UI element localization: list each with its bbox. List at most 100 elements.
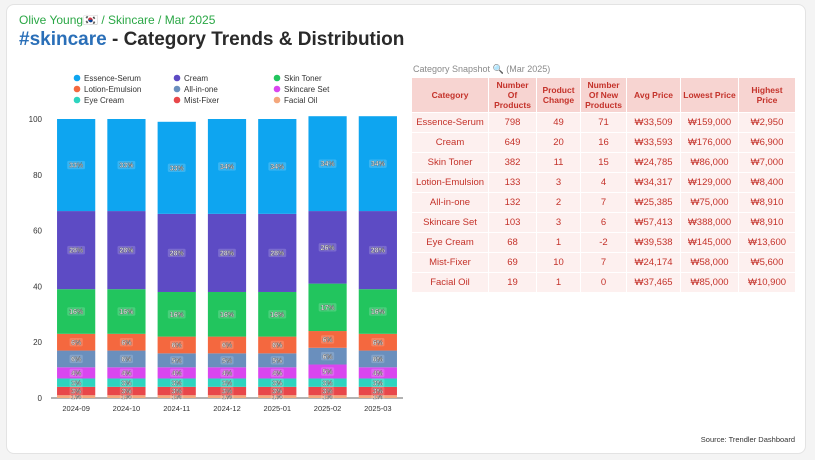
table-cell: 11 bbox=[537, 152, 581, 172]
data-label: 33% bbox=[170, 165, 185, 172]
column-header[interactable]: Product Change bbox=[537, 78, 581, 112]
data-label-bg bbox=[320, 335, 335, 344]
page-title: #skincare - Category Trends & Distributi… bbox=[19, 29, 404, 51]
table-row[interactable]: Mist-Fixer 69 10 7 ₩24,174 ₩58,000 ₩5,600 bbox=[412, 252, 796, 272]
bar-segment bbox=[57, 378, 96, 387]
source-note: Source: Trendler Dashboard bbox=[700, 435, 795, 444]
table-row[interactable]: Facial Oil 19 1 0 ₩37,465 ₩85,000 ₩10,900 bbox=[412, 272, 796, 292]
column-header[interactable]: Category bbox=[412, 78, 489, 112]
bar-segment bbox=[207, 291, 247, 337]
legend-label: Eye Cream bbox=[84, 96, 124, 105]
column-header[interactable]: Avg Price bbox=[627, 78, 681, 112]
data-label-bg bbox=[170, 356, 184, 365]
bar-segment bbox=[258, 378, 297, 387]
bar-segment bbox=[107, 211, 146, 290]
data-label-bg bbox=[69, 378, 83, 387]
data-label: 3% bbox=[172, 389, 183, 396]
table-body: Essence-Serum 798 49 71 ₩33,509 ₩159,000 ₩2,95… bbox=[412, 112, 796, 292]
table-cell: 7 bbox=[581, 252, 627, 272]
data-label-bg bbox=[69, 338, 83, 347]
legend-swatch bbox=[73, 74, 81, 82]
data-label-bg bbox=[69, 368, 83, 378]
x-tick-label: 2024-11 bbox=[163, 404, 190, 413]
data-label: 3% bbox=[172, 380, 183, 387]
data-label: 3% bbox=[272, 389, 283, 396]
data-label-bg bbox=[371, 368, 385, 378]
table-cell: ₩25,385 bbox=[627, 192, 681, 212]
bar-segment bbox=[258, 367, 297, 379]
table-cell: 1 bbox=[537, 272, 581, 292]
title-text: - Category Trends & Distribution bbox=[106, 29, 405, 50]
table-row[interactable]: Cream 649 20 16 ₩33,593 ₩176,000 ₩6,900 bbox=[412, 132, 796, 152]
data-label: 6% bbox=[71, 340, 82, 347]
data-label: 34% bbox=[220, 164, 235, 171]
data-label: 5% bbox=[323, 369, 334, 376]
bar-segment bbox=[358, 116, 397, 212]
category-cell: Mist-Fixer bbox=[412, 252, 489, 272]
table-cell: ₩145,000 bbox=[681, 232, 739, 252]
bar-segment bbox=[258, 119, 297, 214]
data-label-bg bbox=[371, 378, 385, 387]
table-cell: 382 bbox=[489, 152, 537, 172]
data-label-bg bbox=[270, 378, 284, 387]
table-row[interactable]: Eye Cream 68 1 -2 ₩39,538 ₩145,000 ₩13,600 bbox=[412, 232, 796, 252]
data-label: 34% bbox=[321, 161, 336, 168]
data-label: 17% bbox=[321, 305, 336, 312]
bar-segment bbox=[157, 291, 196, 337]
data-label: 3% bbox=[323, 389, 334, 396]
table-cell: ₩159,000 bbox=[681, 112, 739, 132]
data-label: 1% bbox=[121, 394, 132, 401]
table-cell: ₩86,000 bbox=[681, 152, 739, 172]
table-cell: ₩24,785 bbox=[627, 152, 681, 172]
data-label: 5% bbox=[222, 358, 233, 365]
bar-segment bbox=[157, 367, 196, 379]
bar-segment bbox=[107, 367, 146, 379]
bar-segment bbox=[308, 116, 347, 212]
data-label-bg bbox=[318, 243, 337, 252]
data-label-bg bbox=[218, 162, 236, 171]
bar-segment bbox=[207, 395, 247, 398]
bar-segment bbox=[57, 211, 96, 290]
data-label: 34% bbox=[371, 161, 386, 168]
table-row[interactable]: All-in-one 132 2 7 ₩25,385 ₩75,000 ₩8,910 bbox=[412, 192, 796, 212]
x-tick-label: 2024-12 bbox=[213, 404, 241, 413]
table-cell: ₩2,950 bbox=[739, 112, 796, 132]
bar-segment bbox=[157, 121, 196, 214]
column-header[interactable]: Highest Price bbox=[739, 78, 796, 112]
table-row[interactable]: Lotion-Emulsion 133 3 4 ₩34,317 ₩129,000 ₩8,40… bbox=[412, 172, 796, 192]
table-cell: 19 bbox=[489, 272, 537, 292]
data-label: 4% bbox=[172, 370, 183, 377]
bar-segment bbox=[57, 350, 96, 368]
bar-segment bbox=[207, 119, 247, 214]
x-tick-label: 2024-09 bbox=[62, 404, 90, 413]
bar-segment bbox=[358, 367, 397, 379]
title-hashtag: #skincare bbox=[19, 29, 107, 50]
data-label-bg bbox=[371, 338, 385, 347]
breadcrumb[interactable]: Olive Young🇰🇷 / Skincare / Mar 2025 bbox=[19, 13, 216, 27]
data-label-bg bbox=[268, 162, 287, 171]
data-label: 28% bbox=[371, 248, 386, 255]
column-header[interactable]: Number Of New Products bbox=[581, 78, 627, 112]
data-label: 28% bbox=[220, 251, 235, 258]
bar-segment bbox=[308, 331, 347, 348]
data-label-bg bbox=[371, 354, 385, 364]
legend-label: Skincare Set bbox=[284, 85, 330, 94]
data-label-bg bbox=[69, 354, 83, 364]
bar-segment bbox=[107, 289, 146, 334]
table-cell: 20 bbox=[537, 132, 581, 152]
data-label-bg bbox=[270, 356, 284, 365]
table-row[interactable]: Skin Toner 382 11 15 ₩24,785 ₩86,000 ₩7,000 bbox=[412, 152, 796, 172]
data-label-bg bbox=[268, 248, 287, 258]
table-header-row: Category Number Of Products Product Change… bbox=[412, 78, 796, 112]
table-cell: ₩57,413 bbox=[627, 212, 681, 232]
bar-segment bbox=[308, 386, 347, 396]
bar-segment bbox=[308, 395, 347, 398]
column-header[interactable]: Lowest Price bbox=[681, 78, 739, 112]
table-cell: 3 bbox=[537, 212, 581, 232]
table-row[interactable]: Essence-Serum 798 49 71 ₩33,509 ₩159,000 ₩2,95… bbox=[412, 112, 796, 132]
data-label-bg bbox=[270, 368, 284, 378]
dashboard-card: Olive Young🇰🇷 / Skincare / Mar 2025 #ski… bbox=[6, 4, 806, 454]
data-label: 1% bbox=[71, 394, 82, 401]
column-header[interactable]: Number Of Products bbox=[489, 78, 537, 112]
table-row[interactable]: Skincare Set 103 3 6 ₩57,413 ₩388,000 ₩8,910 bbox=[412, 212, 796, 232]
